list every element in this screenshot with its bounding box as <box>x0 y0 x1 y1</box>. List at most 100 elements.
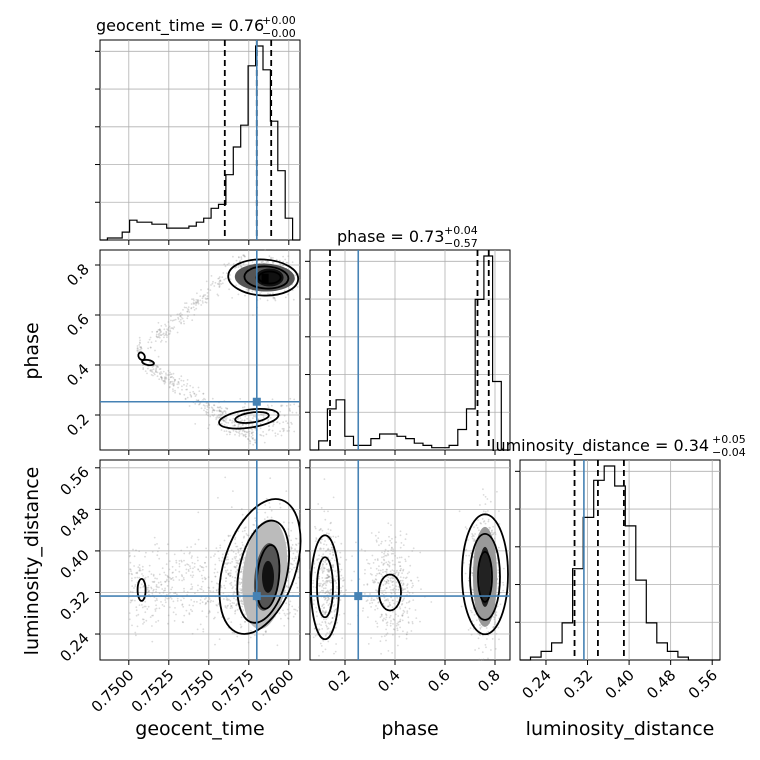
sample-point <box>155 336 158 338</box>
sample-point <box>208 587 211 589</box>
sample-point <box>399 569 402 572</box>
sample-point <box>203 294 205 297</box>
sample-point <box>288 409 291 411</box>
sample-point <box>147 605 150 608</box>
sample-point <box>387 599 390 602</box>
sample-point <box>458 510 461 513</box>
sample-point <box>470 552 472 554</box>
sample-point <box>331 566 334 568</box>
sample-point <box>234 267 236 269</box>
sample-point <box>321 604 324 606</box>
sample-point <box>379 640 382 643</box>
y-tick-label-phase: 0.4 <box>63 360 93 390</box>
sample-point <box>484 522 487 525</box>
sample-point <box>283 429 285 432</box>
sample-point <box>319 642 322 645</box>
sample-point <box>400 603 403 606</box>
sample-point <box>400 582 403 584</box>
sample-point <box>167 614 170 617</box>
sample-point <box>322 607 325 609</box>
sample-point <box>252 415 255 418</box>
sample-point <box>266 299 269 302</box>
sample-point <box>327 576 330 579</box>
sample-point <box>199 299 202 302</box>
sample-point <box>406 584 408 587</box>
sample-point <box>297 405 300 408</box>
sample-point <box>273 297 276 299</box>
sample-point <box>372 562 375 564</box>
sample-point <box>152 614 155 617</box>
sample-point <box>217 583 220 585</box>
sample-point <box>287 255 290 257</box>
sample-point <box>241 424 244 426</box>
sample-point <box>345 589 347 591</box>
sample-point <box>391 606 394 609</box>
sample-point <box>244 526 247 529</box>
sample-point <box>385 616 388 619</box>
sample-point <box>199 565 202 567</box>
sample-point <box>214 575 217 578</box>
x-tick-label-phase: 0.6 <box>424 666 454 696</box>
sample-point <box>406 587 409 589</box>
sample-point <box>186 563 189 566</box>
sample-point <box>162 333 164 336</box>
sample-point <box>187 570 190 572</box>
sample-point <box>298 630 301 632</box>
sample-point <box>326 599 329 601</box>
sample-point <box>249 636 252 639</box>
panel-title-luminosity-distance: luminosity_distance = 0.34 +0.05 −0.04 <box>491 433 746 459</box>
sample-point <box>338 614 341 616</box>
sample-point <box>194 301 197 304</box>
sample-point <box>146 372 148 375</box>
sample-point <box>228 430 231 433</box>
sample-point <box>232 263 235 265</box>
sample-point <box>194 403 197 405</box>
sample-point <box>403 597 405 600</box>
sample-point <box>325 544 328 546</box>
sample-point <box>322 563 325 566</box>
sample-point <box>489 527 491 529</box>
sample-point <box>503 567 505 570</box>
sample-point <box>468 554 470 557</box>
sample-point <box>177 318 180 320</box>
sample-point <box>195 393 198 396</box>
sample-point <box>156 554 159 557</box>
sample-point <box>324 540 326 542</box>
sample-point <box>327 640 330 643</box>
sample-point <box>328 569 330 572</box>
panel-frame-phase-phase <box>309 249 511 451</box>
sample-point <box>155 367 158 370</box>
sample-point <box>185 388 188 391</box>
sample-point <box>494 533 497 536</box>
sample-point <box>160 376 163 379</box>
sample-point <box>260 261 263 263</box>
sample-point <box>381 613 383 616</box>
sample-point <box>391 569 394 572</box>
sample-point <box>173 592 175 594</box>
sample-point <box>185 385 188 387</box>
sample-point <box>251 437 254 440</box>
sample-point <box>471 537 474 540</box>
x-tick-label-geocent-time: 0.7575 <box>208 666 258 716</box>
sample-point <box>319 547 322 549</box>
sample-point <box>332 549 334 551</box>
sample-point <box>218 410 221 412</box>
sample-point <box>376 625 379 628</box>
sample-point <box>227 553 229 556</box>
sample-point <box>329 579 331 582</box>
sample-point <box>384 554 387 557</box>
sample-point <box>226 263 229 266</box>
sample-point <box>391 575 394 578</box>
sample-point <box>263 441 266 444</box>
sample-point <box>151 580 154 583</box>
sample-point <box>169 592 171 594</box>
sample-point <box>324 620 327 623</box>
sample-point <box>333 652 335 655</box>
sample-point <box>167 374 169 376</box>
sample-point <box>149 361 152 364</box>
sample-point <box>169 329 172 332</box>
sample-point <box>281 427 284 430</box>
sample-point <box>383 552 385 555</box>
sample-point <box>166 543 169 546</box>
sample-point <box>182 605 185 608</box>
